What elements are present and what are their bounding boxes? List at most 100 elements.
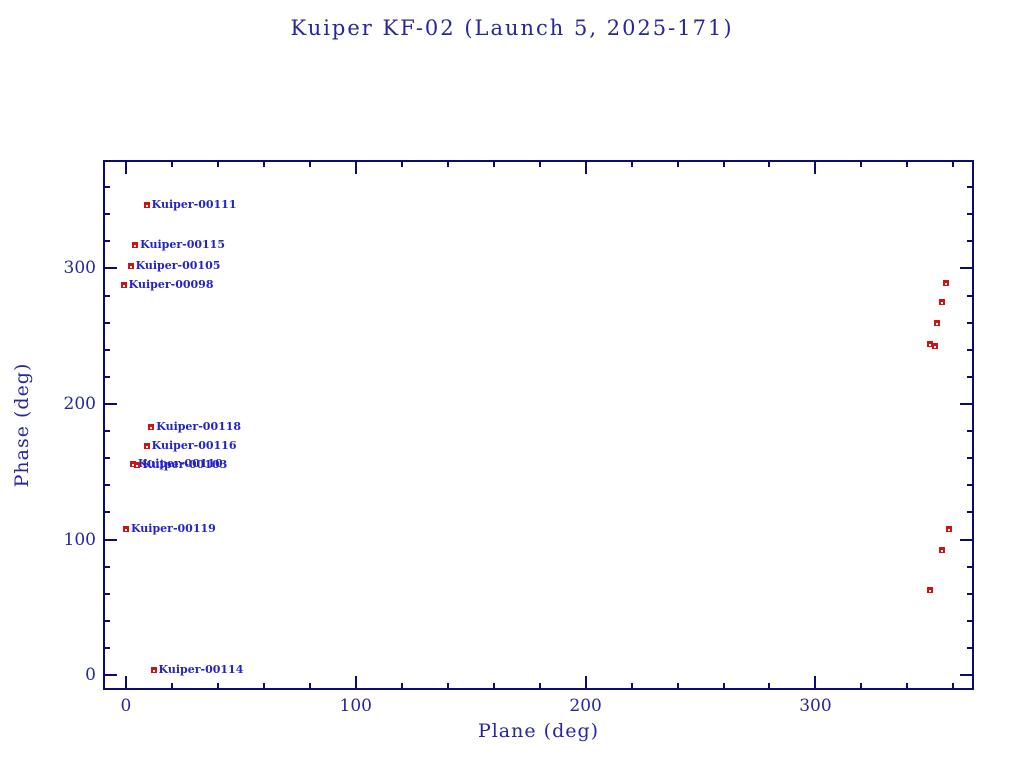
y-minor-tick — [967, 186, 974, 189]
y-major-tick — [103, 538, 117, 541]
y-minor-tick — [967, 348, 974, 351]
y-minor-tick — [103, 186, 110, 189]
y-major-tick — [960, 402, 974, 405]
y-major-tick — [960, 267, 974, 270]
y-minor-tick — [967, 213, 974, 216]
data-point-marker — [143, 443, 150, 449]
x-minor-tick — [906, 683, 909, 690]
x-minor-tick — [446, 683, 449, 690]
y-minor-tick — [967, 484, 974, 487]
y-major-tick — [103, 402, 117, 405]
x-minor-tick — [768, 683, 771, 690]
x-minor-tick — [768, 160, 771, 167]
y-major-tick — [103, 267, 117, 270]
x-minor-tick — [952, 160, 955, 167]
y-minor-tick — [103, 457, 110, 460]
y-tick-label: 200 — [63, 393, 96, 414]
x-minor-tick — [400, 160, 403, 167]
x-minor-tick — [492, 683, 495, 690]
y-minor-tick — [967, 592, 974, 595]
x-minor-tick — [538, 160, 541, 167]
y-major-tick — [960, 538, 974, 541]
x-minor-tick — [906, 160, 909, 167]
y-minor-tick — [103, 348, 110, 351]
y-tick-label: 0 — [85, 665, 96, 686]
x-minor-tick — [676, 683, 679, 690]
data-point-marker — [945, 525, 952, 532]
data-point-label: Kuiper-00119 — [130, 521, 216, 535]
data-point-marker — [134, 461, 141, 468]
y-minor-tick — [103, 511, 110, 514]
data-point-marker — [122, 525, 129, 532]
data-point-marker — [120, 281, 127, 288]
y-tick-label: 300 — [63, 258, 96, 279]
y-minor-tick — [967, 430, 974, 433]
y-minor-tick — [103, 294, 110, 297]
data-point-marker — [143, 201, 150, 208]
x-tick-label: 100 — [339, 696, 373, 716]
data-point-marker — [931, 342, 938, 349]
data-point-marker — [127, 262, 134, 269]
x-major-tick — [124, 676, 127, 690]
data-point-marker — [132, 242, 139, 249]
x-major-tick — [814, 676, 817, 690]
y-axis-label: Phase (deg) — [11, 362, 33, 488]
x-minor-tick — [446, 160, 449, 167]
y-minor-tick — [967, 240, 974, 243]
data-point-label: Kuiper-00118 — [156, 420, 242, 434]
y-minor-tick — [103, 646, 110, 649]
x-minor-tick — [722, 160, 725, 167]
data-point-label: Kuiper-00115 — [140, 238, 225, 252]
data-point-marker — [943, 280, 950, 287]
x-minor-tick — [538, 683, 541, 690]
x-tick-label: 0 — [120, 696, 132, 716]
x-minor-tick — [952, 683, 955, 690]
x-minor-tick — [308, 160, 311, 167]
data-point-marker — [927, 586, 934, 593]
y-minor-tick — [967, 294, 974, 297]
y-minor-tick — [967, 646, 974, 649]
x-major-tick — [124, 160, 127, 174]
y-major-tick — [103, 674, 117, 677]
x-major-tick — [354, 676, 357, 690]
x-minor-tick — [676, 160, 679, 167]
y-tick-label: 100 — [63, 529, 96, 550]
data-point-label: Kuiper-00111 — [151, 197, 237, 211]
x-minor-tick — [262, 683, 265, 690]
y-minor-tick — [103, 321, 110, 324]
x-tick-label: 200 — [569, 696, 602, 716]
data-point-marker — [938, 547, 945, 554]
x-minor-tick — [216, 160, 219, 167]
x-minor-tick — [860, 683, 863, 690]
y-minor-tick — [967, 457, 974, 460]
x-minor-tick — [170, 683, 173, 690]
x-tick-label: 300 — [799, 696, 832, 716]
data-point-label: Kuiper-00105 — [135, 258, 221, 272]
x-minor-tick — [216, 683, 219, 690]
y-minor-tick — [967, 565, 974, 568]
data-point-label: Kuiper-00116 — [151, 439, 237, 452]
y-minor-tick — [967, 511, 974, 514]
y-minor-tick — [103, 375, 110, 378]
plot-frame — [103, 160, 974, 690]
y-minor-tick — [967, 619, 974, 622]
data-point-label: Kuiper-00114 — [158, 662, 244, 676]
data-point-marker — [934, 319, 941, 326]
y-minor-tick — [103, 240, 110, 243]
x-minor-tick — [860, 160, 863, 167]
x-minor-tick — [722, 683, 725, 690]
y-minor-tick — [103, 592, 110, 595]
data-point-label: Kuiper-00103 — [142, 457, 228, 471]
data-point-label: Kuiper-00110 — [137, 456, 223, 470]
y-minor-tick — [103, 619, 110, 622]
data-point-label: Kuiper-00098 — [128, 277, 214, 291]
x-axis-label: Plane (deg) — [477, 720, 600, 742]
y-minor-tick — [103, 430, 110, 433]
chart-title: Kuiper KF-02 (Launch 5, 2025-171) — [290, 16, 734, 40]
y-minor-tick — [103, 565, 110, 568]
x-minor-tick — [308, 683, 311, 690]
x-minor-tick — [170, 160, 173, 167]
y-minor-tick — [103, 213, 110, 216]
x-minor-tick — [492, 160, 495, 167]
